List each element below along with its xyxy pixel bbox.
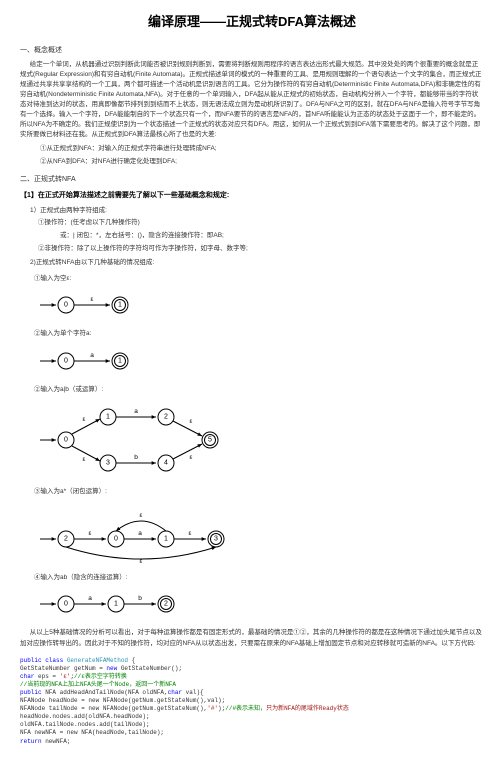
diagram-closure: 2 ε 0 a 1 ε 3 ε ε bbox=[38, 503, 484, 565]
svg-text:2: 2 bbox=[164, 413, 168, 420]
case-3-label: ②输入为a|b（或运算）: bbox=[34, 385, 484, 395]
diagram-char: 0 a 1 bbox=[38, 345, 484, 377]
svg-text:1: 1 bbox=[106, 413, 110, 420]
svg-text:ε: ε bbox=[83, 416, 86, 423]
case-4-label: ③输入为a*（闭包运算）: bbox=[34, 487, 484, 497]
svg-text:ε: ε bbox=[190, 454, 193, 461]
svg-text:3: 3 bbox=[106, 459, 110, 466]
diagram-empty: 0 ε 1 bbox=[38, 289, 484, 321]
svg-text:a: a bbox=[138, 530, 142, 537]
svg-text:ε: ε bbox=[83, 456, 86, 463]
svg-text:0: 0 bbox=[64, 601, 68, 608]
svg-text:2: 2 bbox=[64, 535, 68, 542]
item-op: ①操作符：(任考虑以下几种操作符) bbox=[38, 218, 484, 228]
case-5-label: ④输入为ab（隐含的连接运算）: bbox=[34, 573, 484, 583]
svg-text:0: 0 bbox=[114, 535, 118, 542]
svg-text:1: 1 bbox=[118, 302, 122, 309]
svg-text:1: 1 bbox=[114, 601, 118, 608]
svg-text:ε: ε bbox=[189, 530, 192, 537]
sub-2: 2)正规式转NFA由以下几种基础的情况组成: bbox=[30, 258, 484, 268]
ref-1: 【1】在正式开始算法描述之前需要先了解以下一些基础概念和规定: bbox=[20, 191, 484, 202]
svg-text:4: 4 bbox=[164, 459, 168, 466]
svg-text:1: 1 bbox=[164, 535, 168, 542]
item-op-detail: 或：| 闭包：*，左右括号：()，隐含的连接操作符：即AB; bbox=[60, 231, 484, 241]
svg-text:0: 0 bbox=[64, 436, 68, 443]
section-1-para: 给定一个单词，从机器通过识别判断此词能否被识别规则判断到，需要将判断规则用程序的… bbox=[20, 60, 484, 141]
section-2-para2: 从以上5种基础情况的分析可以看出，对于每种运算操作都是有固定形式的，最基础的情况… bbox=[20, 628, 484, 648]
section-1-heading: 一、概念概述 bbox=[20, 46, 484, 57]
svg-text:b: b bbox=[138, 595, 142, 602]
item-nonop: ②非操作符：除了以上操作符的字符均可作为字操作符，如字母、数字等; bbox=[38, 244, 484, 254]
svg-text:3: 3 bbox=[214, 535, 218, 542]
svg-text:0: 0 bbox=[64, 302, 68, 309]
sub-1: 1）正规式由两种字符组成: bbox=[30, 206, 484, 216]
svg-text:ε: ε bbox=[140, 558, 143, 565]
svg-text:0: 0 bbox=[64, 358, 68, 365]
case-2-label: ②输入为单个字符a: bbox=[34, 329, 484, 339]
diagram-concat: 0 a 1 b 2 bbox=[38, 588, 484, 620]
svg-text:ε: ε bbox=[91, 296, 94, 303]
svg-text:ε: ε bbox=[140, 512, 143, 519]
svg-text:b: b bbox=[134, 454, 138, 461]
step-2: ②从NFA到DFA：对NFA进行确定化处理到DFA; bbox=[40, 157, 484, 167]
page-title: 编译原理——正规式转DFA算法概述 bbox=[20, 12, 484, 32]
svg-text:a: a bbox=[134, 408, 138, 415]
svg-text:ε: ε bbox=[190, 418, 193, 425]
svg-text:1: 1 bbox=[118, 358, 122, 365]
svg-text:2: 2 bbox=[164, 601, 168, 608]
svg-text:ε: ε bbox=[89, 530, 92, 537]
case-1-label: ①输入为空ε: bbox=[34, 274, 484, 284]
svg-text:a: a bbox=[90, 352, 94, 359]
svg-text:a: a bbox=[88, 595, 92, 602]
svg-text:5: 5 bbox=[208, 436, 212, 443]
diagram-or: 0 ε ε 1 3 a b 2 4 ε ε 5 bbox=[38, 401, 484, 479]
step-1: ①从正规式到NFA：对输入的正规式字符串进行处理转成NFA; bbox=[40, 144, 484, 154]
code-block: public class GenerateNFAMethod { GetStat… bbox=[20, 657, 484, 746]
section-2-heading: 二、正规式转NFA bbox=[20, 175, 484, 186]
